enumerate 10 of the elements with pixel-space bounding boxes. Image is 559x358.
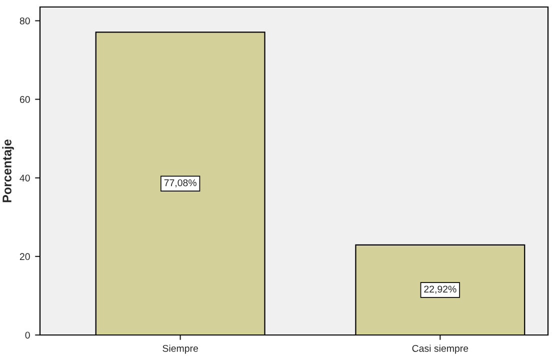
y-tick-label: 20 bbox=[20, 253, 30, 260]
y-tick-label: 0 bbox=[25, 332, 30, 339]
data-label: 22,92% bbox=[424, 286, 456, 294]
data-label: 77,08% bbox=[164, 179, 196, 188]
x-tick-label: Casi siempre bbox=[412, 344, 468, 354]
x-tick-label: Siempre bbox=[162, 344, 198, 354]
y-tick-label: 40 bbox=[20, 174, 30, 182]
y-axis-title: Porcentaje bbox=[2, 139, 14, 202]
y-tick-label: 60 bbox=[20, 96, 30, 103]
y-tick-label: 80 bbox=[20, 17, 30, 24]
